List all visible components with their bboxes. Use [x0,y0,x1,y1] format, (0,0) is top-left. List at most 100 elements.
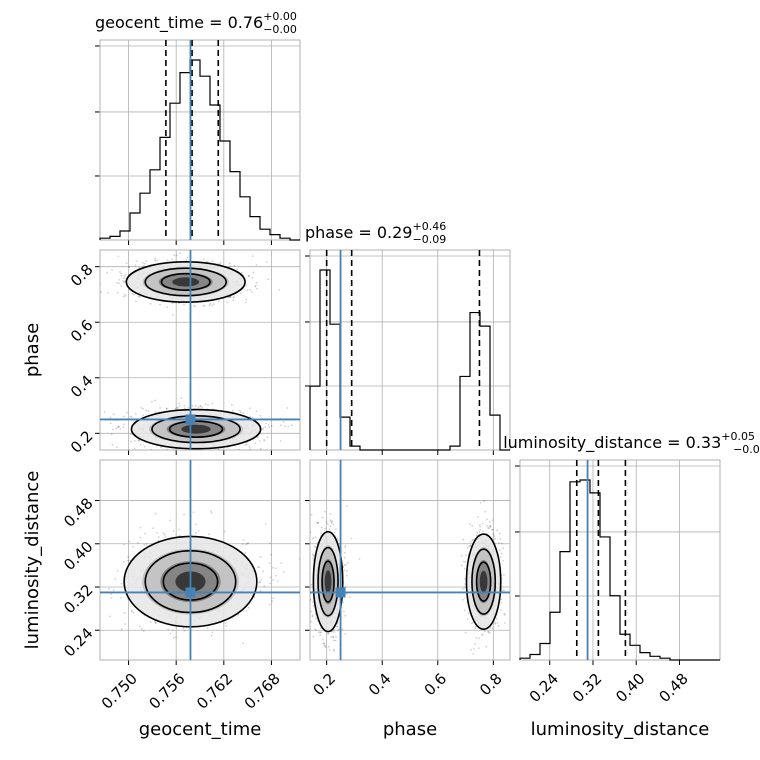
sample-point [208,448,211,450]
title-phase: phase = 0.29+0.46 −0.09 [305,220,446,246]
sample-point [344,544,347,547]
sample-point [336,629,339,632]
sample-point [479,523,481,526]
sample-point [471,539,474,542]
sample-point [242,543,244,546]
sample-point [174,407,177,410]
sample-point [247,606,250,609]
sample-point [165,407,168,410]
sample-point [211,402,214,405]
sample-point [334,639,337,642]
sample-point [263,585,266,588]
sample-point [337,539,339,541]
sample-point [335,636,337,638]
sample-point [299,558,300,560]
sample-point [486,518,488,521]
sample-point [127,559,129,562]
sample-point [469,540,472,543]
tick-label-y: 0.24 [60,624,96,660]
sample-point [110,593,112,596]
sample-point [495,617,498,620]
sample-point [336,622,339,625]
sample-point [332,639,335,642]
sample-point [324,510,326,513]
density-level [172,277,200,287]
sample-point [324,527,327,530]
sample-point [231,409,234,412]
sample-point [272,597,275,599]
density-level [181,424,211,434]
sample-point [249,415,252,418]
sample-point [159,407,162,409]
sample-point [265,261,268,263]
sample-point [472,538,474,541]
histogram-geocent_time [99,59,300,241]
sample-point [331,520,334,523]
sample-point [464,586,466,589]
axis-label-geocent_time: geocent_time [139,719,262,740]
sample-point [488,525,491,528]
title-upper-error: +0.00 [263,10,297,23]
sample-point [74,430,76,432]
sample-point [108,587,110,590]
sample-point [112,589,115,592]
sample-point [464,631,467,634]
density-geocent_time-phase [74,252,293,456]
sample-point [223,530,226,533]
sample-point [199,404,202,407]
sample-point [132,611,135,614]
sample-point [310,573,311,575]
sample-point [192,511,195,514]
sample-point [142,630,145,632]
sample-point [344,546,346,548]
sample-point [496,529,499,532]
sample-point [228,262,231,265]
sample-point [311,615,314,618]
title-luminosity_distance: luminosity_distance = 0.33+0.05−0.04 [503,430,760,456]
sample-point [462,598,464,601]
sample-point [100,283,101,286]
sample-point [256,287,259,290]
sample-point [239,411,242,414]
sample-point [276,580,279,582]
sample-point [347,561,349,564]
sample-point [224,622,227,625]
sample-point [100,432,101,434]
sample-point [317,631,320,634]
sample-point [139,536,142,539]
tick-label-y: 0.32 [60,581,96,617]
sample-point [151,400,153,403]
sample-point [117,425,120,428]
sample-point [477,647,480,649]
sample-point [123,612,126,615]
sample-point [500,598,502,601]
sample-point [291,424,293,427]
sample-point [341,628,344,631]
contour-line [471,548,497,615]
sample-point [182,627,185,630]
sample-point [262,427,265,430]
sample-point [175,254,178,257]
contour-line [475,561,492,602]
sample-point [320,526,323,529]
sample-point [499,537,502,540]
sample-point [123,543,125,546]
sample-point [270,553,272,556]
tick-label-x: 0.8 [476,670,506,700]
truth-marker [185,414,196,425]
sample-point [116,281,118,284]
sample-point [122,295,125,298]
sample-point [247,542,250,544]
sample-point [498,542,500,544]
sample-point [219,261,222,264]
sample-point [315,617,317,620]
sample-point [462,538,465,541]
sample-point [333,649,335,652]
sample-point [232,454,234,456]
sample-point [145,409,148,412]
tick-label-x: 0.32 [569,670,605,706]
sample-point [338,543,341,545]
sample-point [110,433,113,436]
sample-point [258,581,261,584]
truth-marker [185,587,196,598]
